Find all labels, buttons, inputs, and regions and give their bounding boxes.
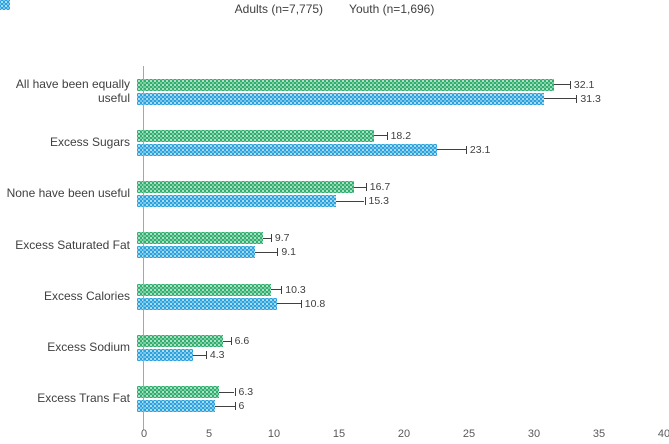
error-bar xyxy=(437,149,466,151)
x-tick-label: 5 xyxy=(205,428,213,440)
error-bar-cap xyxy=(270,234,272,243)
bar-adults xyxy=(137,129,374,142)
bar-group: Excess Saturated Fat 9.7 9.1 xyxy=(0,220,669,271)
error-bar-cap xyxy=(576,94,578,103)
x-tick-label: 35 xyxy=(592,428,606,440)
error-bar xyxy=(335,200,365,202)
error-bar-cap xyxy=(234,402,236,411)
bars-cell: 9.7 9.1 xyxy=(137,220,669,271)
value-label: 9.7 xyxy=(274,232,290,245)
bar-adults xyxy=(137,283,271,296)
value-label: 31.3 xyxy=(580,92,601,105)
error-bar-cap xyxy=(364,197,366,206)
error-bar-cap xyxy=(365,183,367,192)
value-label: 16.7 xyxy=(369,180,391,193)
bars-cell: 32.1 31.3 xyxy=(137,66,669,117)
bar-group: None have been useful 16.7 15.3 xyxy=(0,169,669,220)
plot-area: All have been equally useful 32.1 31.3 Exce… xyxy=(0,66,669,425)
value-label: 10.3 xyxy=(285,283,306,296)
value-label: 9.1 xyxy=(281,246,296,259)
value-label: 6.6 xyxy=(234,334,250,347)
x-tick-label: 25 xyxy=(462,428,476,440)
bar-adults xyxy=(137,181,355,194)
bars-cell: 18.2 23.1 xyxy=(137,117,669,168)
category-label: Excess Sugars xyxy=(49,135,130,150)
bar-youth xyxy=(137,143,438,156)
bar-youth xyxy=(137,400,215,413)
value-label: 10.8 xyxy=(304,297,326,310)
bar-youth xyxy=(137,92,544,105)
bars-cell: 10.3 10.8 xyxy=(137,271,669,322)
error-bar xyxy=(270,289,282,291)
error-bar-cap xyxy=(230,337,232,346)
x-tick-label: 10 xyxy=(267,428,281,440)
error-bar xyxy=(215,405,235,407)
legend-item-youth[interactable]: Youth (n=1,696) xyxy=(0,0,435,16)
value-label: 6.3 xyxy=(238,386,254,399)
error-bar xyxy=(263,237,271,239)
y-axis-line xyxy=(143,66,144,430)
bar-youth xyxy=(137,246,256,259)
category-label: None have been useful xyxy=(6,186,130,201)
error-bar xyxy=(354,186,366,188)
legend-label: Youth (n=1,696) xyxy=(349,2,435,16)
error-bar-cap xyxy=(234,388,236,397)
bar-adults xyxy=(137,386,219,399)
error-bar xyxy=(192,354,206,356)
error-bar-cap xyxy=(300,299,302,308)
bar-group: Excess Calories 10.3 10.8 xyxy=(0,271,669,322)
bar-youth xyxy=(137,349,193,362)
category-label: Excess Calories xyxy=(43,288,130,303)
error-bar xyxy=(554,84,570,86)
bar-youth xyxy=(137,195,336,208)
bar-adults xyxy=(137,232,264,245)
legend-swatch-icon xyxy=(0,0,10,10)
bar-group: Excess Trans Fat 6.3 6 xyxy=(0,374,669,425)
category-label: All have been equally useful xyxy=(15,76,130,105)
value-label: 18.2 xyxy=(390,129,412,142)
x-tick-label: 20 xyxy=(397,428,411,440)
value-label: 15.3 xyxy=(368,194,389,207)
bar-group: All have been equally useful 32.1 31.3 xyxy=(0,66,669,117)
category-label: Excess Saturated Fat xyxy=(15,237,130,252)
bars-cell: 16.7 15.3 xyxy=(137,169,669,220)
category-label: Excess Sodium xyxy=(47,340,130,355)
error-bar-cap xyxy=(205,351,207,360)
x-tick-label: 0 xyxy=(140,428,148,440)
legend-label: Adults (n=7,775) xyxy=(234,2,324,16)
value-label: 4.3 xyxy=(209,348,225,361)
bar-group: Excess Sodium 6.6 4.3 xyxy=(0,322,669,373)
value-label: 23.1 xyxy=(469,143,491,156)
value-label: 6 xyxy=(238,400,245,413)
x-tick-label: 30 xyxy=(527,428,541,440)
error-bar-cap xyxy=(386,131,388,140)
bar-adults xyxy=(137,78,555,91)
error-bar xyxy=(543,98,577,100)
bars-cell: 6.3 6 xyxy=(137,374,669,425)
error-bar-cap xyxy=(465,145,467,154)
error-bar xyxy=(218,391,235,393)
error-bar-cap xyxy=(569,80,571,89)
error-bar xyxy=(222,340,231,342)
error-bar xyxy=(255,251,278,253)
bar-adults xyxy=(137,335,223,348)
error-bar-cap xyxy=(281,285,283,294)
bar-group: Excess Sugars 18.2 23.1 xyxy=(0,117,669,168)
bars-cell: 6.6 4.3 xyxy=(137,322,669,373)
bar-youth xyxy=(137,297,278,310)
error-bar xyxy=(373,135,387,137)
error-bar xyxy=(277,303,301,305)
legend-item-adults[interactable]: Adults (n=7,775) xyxy=(0,0,324,16)
error-bar-cap xyxy=(277,248,279,257)
category-label: Excess Trans Fat xyxy=(37,391,130,406)
legend: Adults (n=7,775) Youth (n=1,696) xyxy=(0,0,669,18)
x-tick-label: 15 xyxy=(332,428,346,440)
value-label: 32.1 xyxy=(573,78,595,91)
x-tick-label: 40 xyxy=(657,428,669,440)
